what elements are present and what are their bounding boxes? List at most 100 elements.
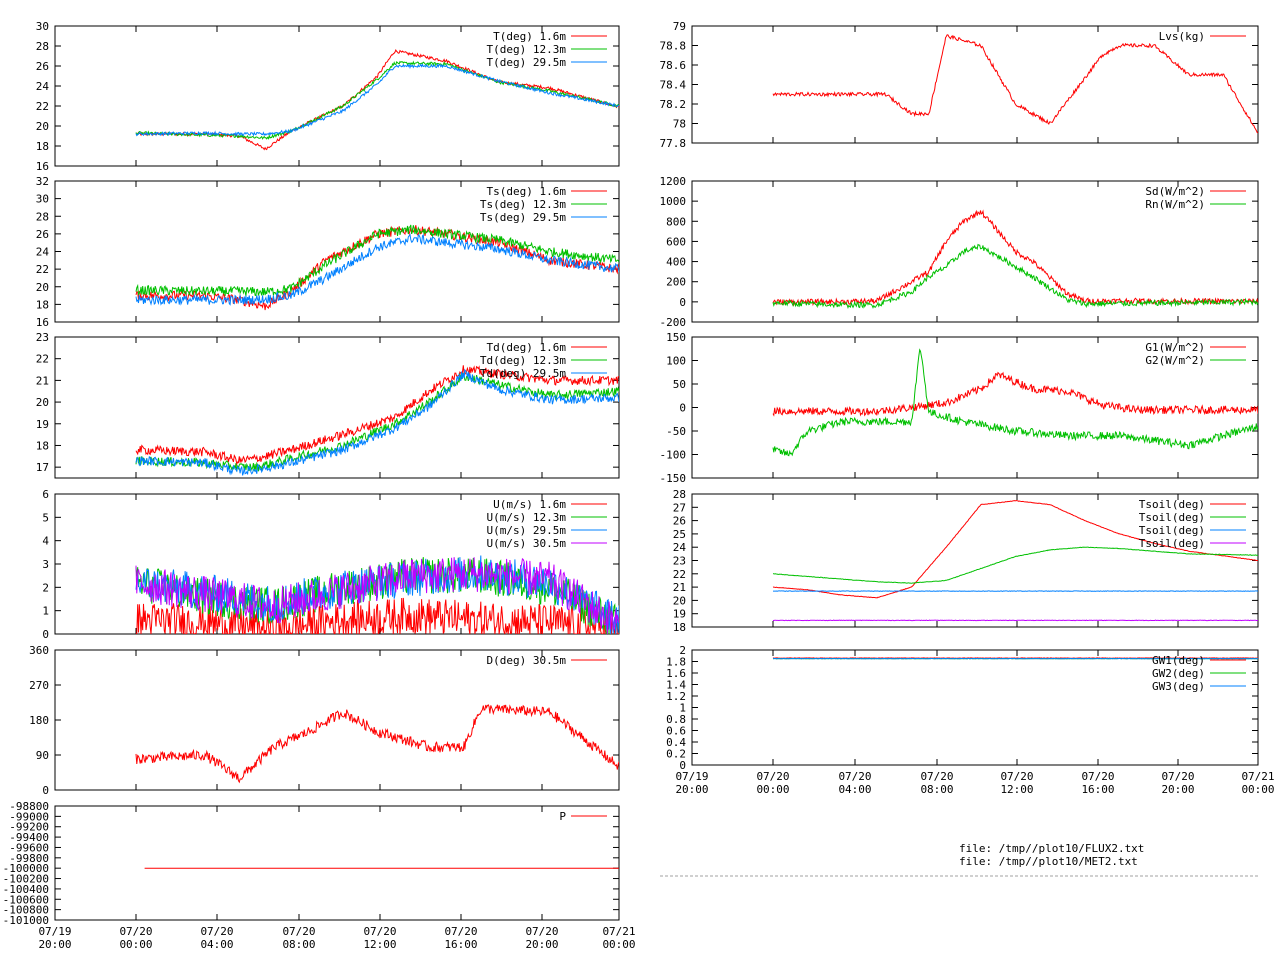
- y-tick-label: 16: [36, 316, 49, 329]
- y-tick-label: 30: [36, 193, 49, 206]
- y-tick-label: -100600: [3, 893, 49, 906]
- y-tick-label: 1: [679, 702, 686, 715]
- panel-wind_speed: 0 1 2 3 4 5 6 U(m/s) 1.6mU(m/s) 12.3mU(m/s) 29.…: [42, 488, 620, 641]
- file-label-flux: file: /tmp//plot10/FLUX2.txt: [959, 842, 1144, 855]
- x-tick-label-date: 07/20: [1000, 770, 1033, 783]
- y-tick-label: 24: [36, 80, 50, 93]
- legend-label: D(deg) 30.5m: [487, 654, 567, 667]
- y-tick-label: 360: [29, 644, 49, 657]
- y-tick-label: 2: [42, 581, 49, 594]
- y-tick-label: 26: [36, 60, 49, 73]
- y-tick-label: -99800: [9, 852, 49, 865]
- y-tick-label: 6: [42, 488, 49, 501]
- y-tick-label: 150: [666, 331, 686, 344]
- y-tick-label: 79: [673, 20, 686, 33]
- y-tick-label: 16: [36, 160, 49, 173]
- series-line: [135, 368, 619, 476]
- y-tick-label: -99600: [9, 841, 49, 854]
- legend-label: Td(deg) 29.5m: [480, 367, 566, 380]
- x-tick-label-date: 07/20: [119, 925, 152, 938]
- x-tick-label-date: 07/20: [363, 925, 396, 938]
- y-tick-label: -100: [660, 449, 687, 462]
- y-tick-label: 19: [36, 418, 49, 431]
- file-label-met: file: /tmp//plot10/MET2.txt: [959, 855, 1138, 868]
- y-tick-label: 0.2: [666, 748, 686, 761]
- x-tick-label-time: 08:00: [920, 783, 953, 796]
- y-tick-label: 22: [36, 353, 49, 366]
- x-tick-label-time: 04:00: [200, 938, 233, 951]
- y-tick-label: 0: [679, 759, 686, 772]
- legend-label: G2(W/m^2): [1145, 354, 1205, 367]
- y-tick-label: 4: [42, 535, 49, 548]
- panel-soil_temp: 1819202122232425262728Tsoil(deg)Tsoil(de…: [673, 488, 1259, 634]
- plot-frame: [54, 649, 620, 791]
- legend-label: Tsoil(deg): [1139, 524, 1205, 537]
- y-tick-label: 25: [673, 528, 686, 541]
- y-tick-label: 77.8: [660, 137, 687, 150]
- legend-label: Lvs(kg): [1159, 30, 1205, 43]
- plot-frame: [54, 805, 620, 921]
- x-tick-label-date: 07/20: [1161, 770, 1194, 783]
- x-tick-label-date: 07/20: [444, 925, 477, 938]
- y-tick-label: -50: [666, 425, 686, 438]
- y-tick-label: 1.8: [666, 656, 686, 669]
- series-line: [772, 34, 1258, 134]
- panel-temp: 16 18 20 22 24 26 28 30 T(deg) 1.6mT(deg) 12.3mT…: [36, 20, 620, 173]
- series-line: [135, 597, 619, 634]
- y-tick-label: 23: [36, 331, 49, 344]
- series-line: [135, 365, 619, 467]
- x-tick-label-time: 16:00: [444, 938, 477, 951]
- y-tick-label: -101000: [3, 914, 49, 927]
- y-tick-label: 28: [673, 488, 686, 501]
- y-tick-label: 0: [679, 296, 686, 309]
- legend-label: Rn(W/m^2): [1145, 198, 1205, 211]
- legend-label: U(m/s) 12.3m: [487, 511, 567, 524]
- legend-label: Td(deg) 12.3m: [480, 354, 566, 367]
- y-tick-label: 18: [673, 621, 686, 634]
- y-tick-label: 1000: [660, 195, 687, 208]
- y-tick-label: 26: [36, 228, 49, 241]
- y-tick-label: 0: [42, 628, 49, 641]
- series-line: [135, 63, 619, 137]
- y-tick-label: 20: [673, 594, 686, 607]
- series-line: [772, 546, 1258, 584]
- legend-label: Ts(deg) 29.5m: [480, 211, 566, 224]
- y-tick-label: -99000: [9, 810, 49, 823]
- y-tick-label: -100400: [3, 883, 49, 896]
- y-tick-label: -150: [660, 472, 687, 485]
- y-tick-label: -99400: [9, 831, 49, 844]
- legend-label: Td(deg) 1.6m: [487, 341, 567, 354]
- series-line: [135, 224, 619, 297]
- y-tick-label: 28: [36, 40, 49, 53]
- y-tick-label: 23: [673, 555, 686, 568]
- y-tick-label: -99200: [9, 821, 49, 834]
- y-tick-label: 270: [29, 679, 49, 692]
- panel-radiation: -200 0 200 400 600 800 1000 1200 Sd(W/m^2)Rn(W/m…: [660, 175, 1259, 329]
- y-tick-label: 20: [36, 120, 49, 133]
- x-tick-label-date: 07/19: [675, 770, 708, 783]
- legend-label: Tsoil(deg): [1139, 537, 1205, 550]
- legend-label: Ts(deg) 12.3m: [480, 198, 566, 211]
- series-line: [772, 243, 1258, 309]
- legend-label: Tsoil(deg): [1139, 511, 1205, 524]
- y-tick-label: -100200: [3, 873, 49, 886]
- y-tick-label: 50: [673, 378, 686, 391]
- y-tick-label: 20: [36, 281, 49, 294]
- y-tick-label: 28: [36, 210, 49, 223]
- y-tick-label: 0: [679, 402, 686, 415]
- y-tick-label: 26: [673, 515, 686, 528]
- y-tick-label: 3: [42, 558, 49, 571]
- y-tick-label: 27: [673, 501, 686, 514]
- y-tick-label: 1.4: [666, 679, 686, 692]
- y-tick-label: 0: [42, 784, 49, 797]
- x-tick-label-time: 08:00: [282, 938, 315, 951]
- legend-label: Tsoil(deg): [1139, 498, 1205, 511]
- y-tick-label: -100800: [3, 904, 49, 917]
- y-tick-label: 100: [666, 355, 686, 368]
- y-tick-label: 20: [36, 396, 49, 409]
- x-tick-label-time: 20:00: [1161, 783, 1194, 796]
- series-line: [772, 209, 1258, 307]
- y-tick-label: 78: [673, 118, 686, 131]
- legend-label: GW2(deg): [1152, 667, 1205, 680]
